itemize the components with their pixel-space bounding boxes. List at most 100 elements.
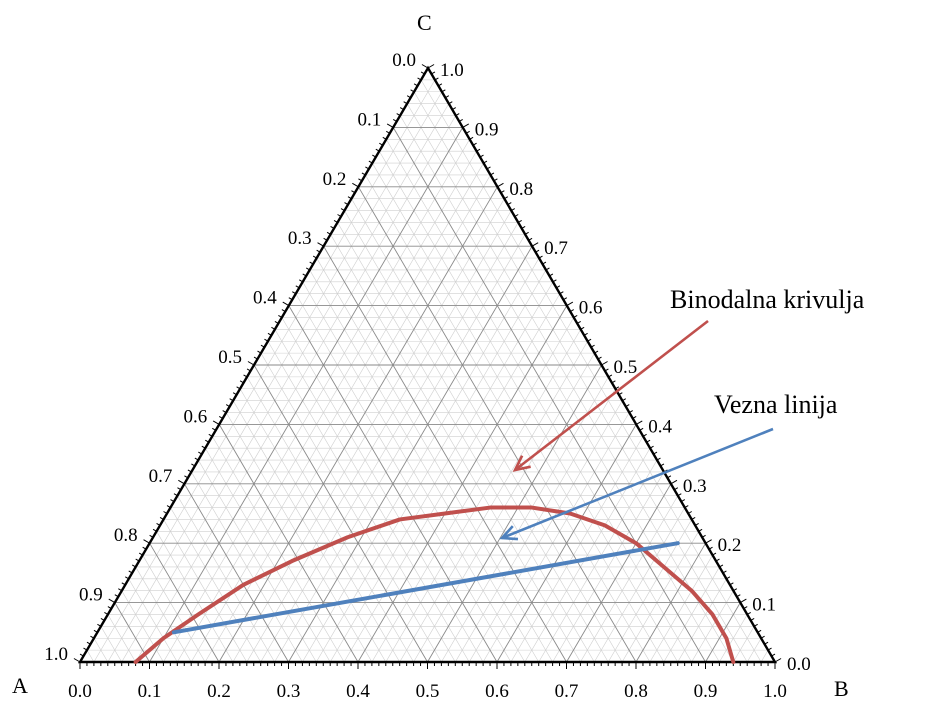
minor-grid-line: [510, 436, 644, 663]
left-tick: [178, 479, 185, 485]
right-tick: [618, 392, 623, 396]
left-tick: [212, 420, 220, 425]
left-tick: [243, 374, 248, 378]
minor-grid-line: [302, 281, 526, 663]
left-tick: [365, 166, 370, 170]
right-tick: [694, 522, 699, 526]
left-tick: [386, 123, 394, 128]
left-tick: [201, 445, 206, 449]
left-tick: [208, 433, 213, 437]
right-tick: [608, 374, 613, 378]
minor-grid-line: [379, 151, 678, 663]
left-tick: [163, 511, 168, 514]
left-tick: [166, 505, 171, 508]
right-tick: [677, 493, 682, 497]
left-tick: [170, 499, 175, 503]
left-tick: [317, 242, 324, 247]
major-grid-line: [323, 245, 567, 663]
tie-line-label: Vezna linija: [714, 390, 838, 419]
right-tick: [486, 166, 491, 170]
left-axis-labels: 0.0 0.1 0.2 0.3 0.4 0.5 0.6 0.7 0.8 0.9 1.0: [44, 50, 416, 665]
right-axis-tick-label: 0.0: [787, 654, 811, 675]
right-tick: [483, 160, 488, 164]
minor-grid-line: [107, 614, 136, 663]
left-axis-tick-label: 0.2: [323, 169, 347, 190]
binodal-curve-arrow: [514, 319, 709, 472]
minor-grid-line: [121, 103, 450, 663]
minor-grid-line: [468, 400, 623, 663]
right-tick: [656, 457, 661, 461]
right-tick: [691, 517, 696, 520]
minor-grid-line: [232, 198, 505, 663]
right-tick: [552, 279, 557, 283]
minor-grid-line: [406, 103, 734, 663]
left-tick: [260, 344, 265, 348]
left-tick: [212, 427, 216, 431]
major-grid-line: [392, 127, 706, 663]
left-tick: [104, 612, 109, 615]
right-tick: [774, 658, 782, 663]
left-tick: [326, 231, 331, 235]
right-tick: [715, 558, 720, 562]
left-tick: [312, 255, 317, 259]
left-tick: [292, 291, 297, 295]
minor-grid-line: [225, 412, 373, 663]
major-grid-line: [635, 542, 706, 663]
right-tick: [681, 499, 686, 503]
right-tick: [465, 130, 470, 134]
left-tick: [159, 517, 164, 520]
right-tick: [746, 612, 751, 615]
vertex-label-a: A: [12, 673, 28, 698]
left-tick: [187, 469, 192, 473]
right-tick: [687, 511, 692, 514]
bottom-axis-tick-label: 0.3: [277, 681, 301, 702]
right-axis-tick-label: 0.2: [718, 535, 742, 556]
left-tick: [406, 95, 411, 99]
right-tick: [601, 361, 608, 366]
right-tick: [559, 291, 564, 295]
minor-grid-line: [385, 329, 581, 663]
minor-grid-line: [156, 531, 234, 663]
tie-line: [171, 541, 680, 635]
left-tick: [368, 160, 373, 164]
right-tick: [611, 380, 616, 384]
tie-line-arrow-head: [499, 525, 519, 541]
left-tick: [305, 267, 310, 271]
left-tick: [271, 326, 276, 330]
minor-grid-line: [170, 507, 261, 663]
right-tick: [542, 261, 547, 265]
right-tick: [722, 570, 727, 574]
left-axis-tick-label: 0.6: [183, 406, 207, 427]
left-tick: [302, 273, 307, 277]
left-tick: [386, 130, 390, 134]
binodal-curve-label: Binodalna krivulja: [670, 285, 865, 314]
minor-grid-line: [594, 507, 686, 663]
right-tick: [705, 539, 712, 544]
left-tick: [347, 196, 352, 200]
left-axis-tick-label: 0.0: [392, 50, 416, 71]
right-tick: [750, 617, 755, 621]
major-grid-line: [218, 424, 359, 663]
left-tick: [247, 361, 255, 366]
left-tick: [135, 558, 140, 562]
left-tick: [184, 475, 189, 479]
bottom-axis-tick-label: 0.0: [68, 681, 92, 702]
left-tick: [83, 647, 88, 651]
right-axis-tick-label: 0.9: [475, 119, 499, 140]
minor-grid: [86, 79, 769, 663]
right-tick: [580, 326, 585, 330]
minor-grid-line: [746, 638, 762, 663]
minor-grid-line: [86, 649, 95, 663]
right-tick: [590, 344, 595, 348]
left-tick: [118, 588, 123, 592]
minor-grid-line: [309, 269, 539, 663]
right-tick: [719, 564, 724, 568]
minor-grid-line: [482, 412, 630, 663]
left-axis-tick-label: 0.1: [357, 109, 381, 130]
right-tick: [726, 576, 731, 580]
left-tick: [392, 119, 397, 122]
right-tick: [684, 505, 689, 508]
left-tick: [399, 107, 404, 111]
right-tick: [712, 552, 717, 556]
left-tick: [403, 101, 408, 105]
